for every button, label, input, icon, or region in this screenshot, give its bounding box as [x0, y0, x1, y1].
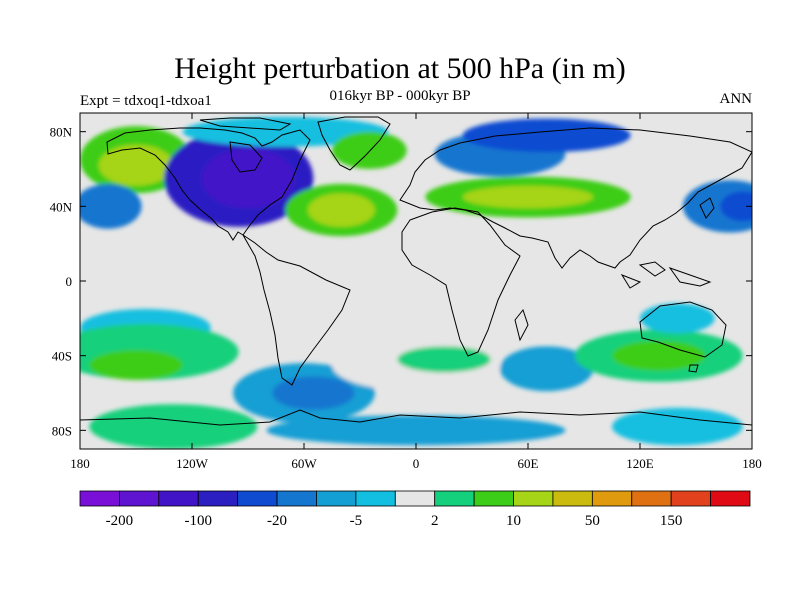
- lat-tick-label-2: 0: [66, 274, 73, 289]
- colorbar-label-1: -100: [184, 513, 212, 529]
- colorbar: -200 -100 -20 -5 2 10 50 150: [79, 490, 751, 529]
- lon-tick-label-0: 180: [70, 456, 90, 471]
- colorbar-label-3: -5: [350, 513, 363, 529]
- colorbar-swatch-9: [434, 490, 475, 507]
- field-region-27: [266, 415, 566, 446]
- map-axes: 180 120W 60W 0 60E 120E 180 80N 40N 0 40S 80S: [50, 113, 762, 471]
- field-region-17: [89, 350, 183, 380]
- season-label: ANN: [719, 91, 753, 107]
- field-region-28: [612, 407, 743, 446]
- colorbar-swatch-4: [237, 490, 278, 507]
- field-region-26: [89, 404, 258, 449]
- lon-tick-label-5: 120E: [626, 456, 654, 471]
- colorbar-label-0: -200: [106, 513, 134, 529]
- field-region-4: [201, 148, 295, 209]
- colorbar-label-7: 150: [660, 513, 683, 529]
- colorbar-swatch-7: [355, 490, 396, 507]
- lon-tick-label-2: 60W: [291, 456, 317, 471]
- field-region-10: [462, 118, 631, 153]
- experiment-label: Expt = tdxoq1-tdxoa1: [80, 93, 212, 109]
- map-subtitle: 016kyr BP - 000kyr BP: [329, 88, 471, 104]
- field-region-14: [720, 191, 752, 222]
- field-region-22: [500, 346, 594, 392]
- colorbar-label-4: 2: [431, 513, 439, 529]
- lon-tick-label-6: 180: [742, 456, 762, 471]
- height-perturbation-field: [80, 113, 752, 449]
- colorbar-label-5: 10: [506, 513, 521, 529]
- lat-tick-label-1: 40N: [50, 199, 73, 214]
- colorbar-swatch-11: [513, 490, 554, 507]
- colorbar-swatch-1: [119, 490, 160, 507]
- colorbar-swatch-13: [591, 490, 633, 507]
- colorbar-label-2: -20: [267, 513, 287, 529]
- map-title: Height perturbation at 500 hPa (in m): [174, 52, 626, 85]
- colorbar-swatch-16: [710, 490, 751, 507]
- field-region-24: [612, 340, 706, 371]
- colorbar-swatch-10: [473, 490, 514, 507]
- lat-tick-label-3: 40S: [52, 349, 72, 364]
- colorbar-swatch-6: [316, 490, 357, 507]
- coastlines: [80, 116, 752, 449]
- colorbar-swatch-0: [79, 490, 120, 507]
- field-region-8: [332, 131, 407, 169]
- lat-tick-label-0: 80N: [50, 125, 73, 140]
- colorbar-swatch-8: [394, 490, 436, 507]
- lon-tick-label-1: 120W: [176, 456, 209, 471]
- lon-tick-label-4: 60E: [518, 456, 539, 471]
- field-region-21: [397, 346, 491, 373]
- field-region-12: [462, 185, 594, 209]
- field-region-7: [307, 193, 375, 227]
- lat-tick-label-4: 80S: [52, 423, 72, 438]
- field-region-1: [98, 144, 174, 186]
- colorbar-swatch-5: [276, 490, 317, 507]
- field-region-5: [182, 116, 388, 147]
- colorbar-swatch-14: [631, 490, 672, 507]
- field-region-25: [640, 303, 715, 334]
- colorbar-swatch-12: [552, 490, 593, 507]
- colorbar-swatch-2: [158, 490, 199, 507]
- colorbar-label-6: 50: [585, 513, 600, 529]
- field-region-2: [80, 183, 142, 229]
- colorbar-swatch-3: [197, 490, 239, 507]
- lon-tick-label-3: 0: [413, 456, 420, 471]
- field-region-19: [272, 376, 355, 410]
- colorbar-swatch-15: [670, 490, 711, 507]
